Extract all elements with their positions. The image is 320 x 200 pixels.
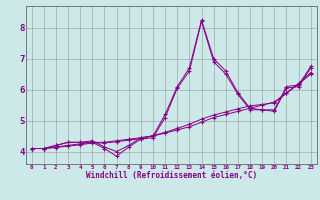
X-axis label: Windchill (Refroidissement éolien,°C): Windchill (Refroidissement éolien,°C) — [86, 171, 257, 180]
